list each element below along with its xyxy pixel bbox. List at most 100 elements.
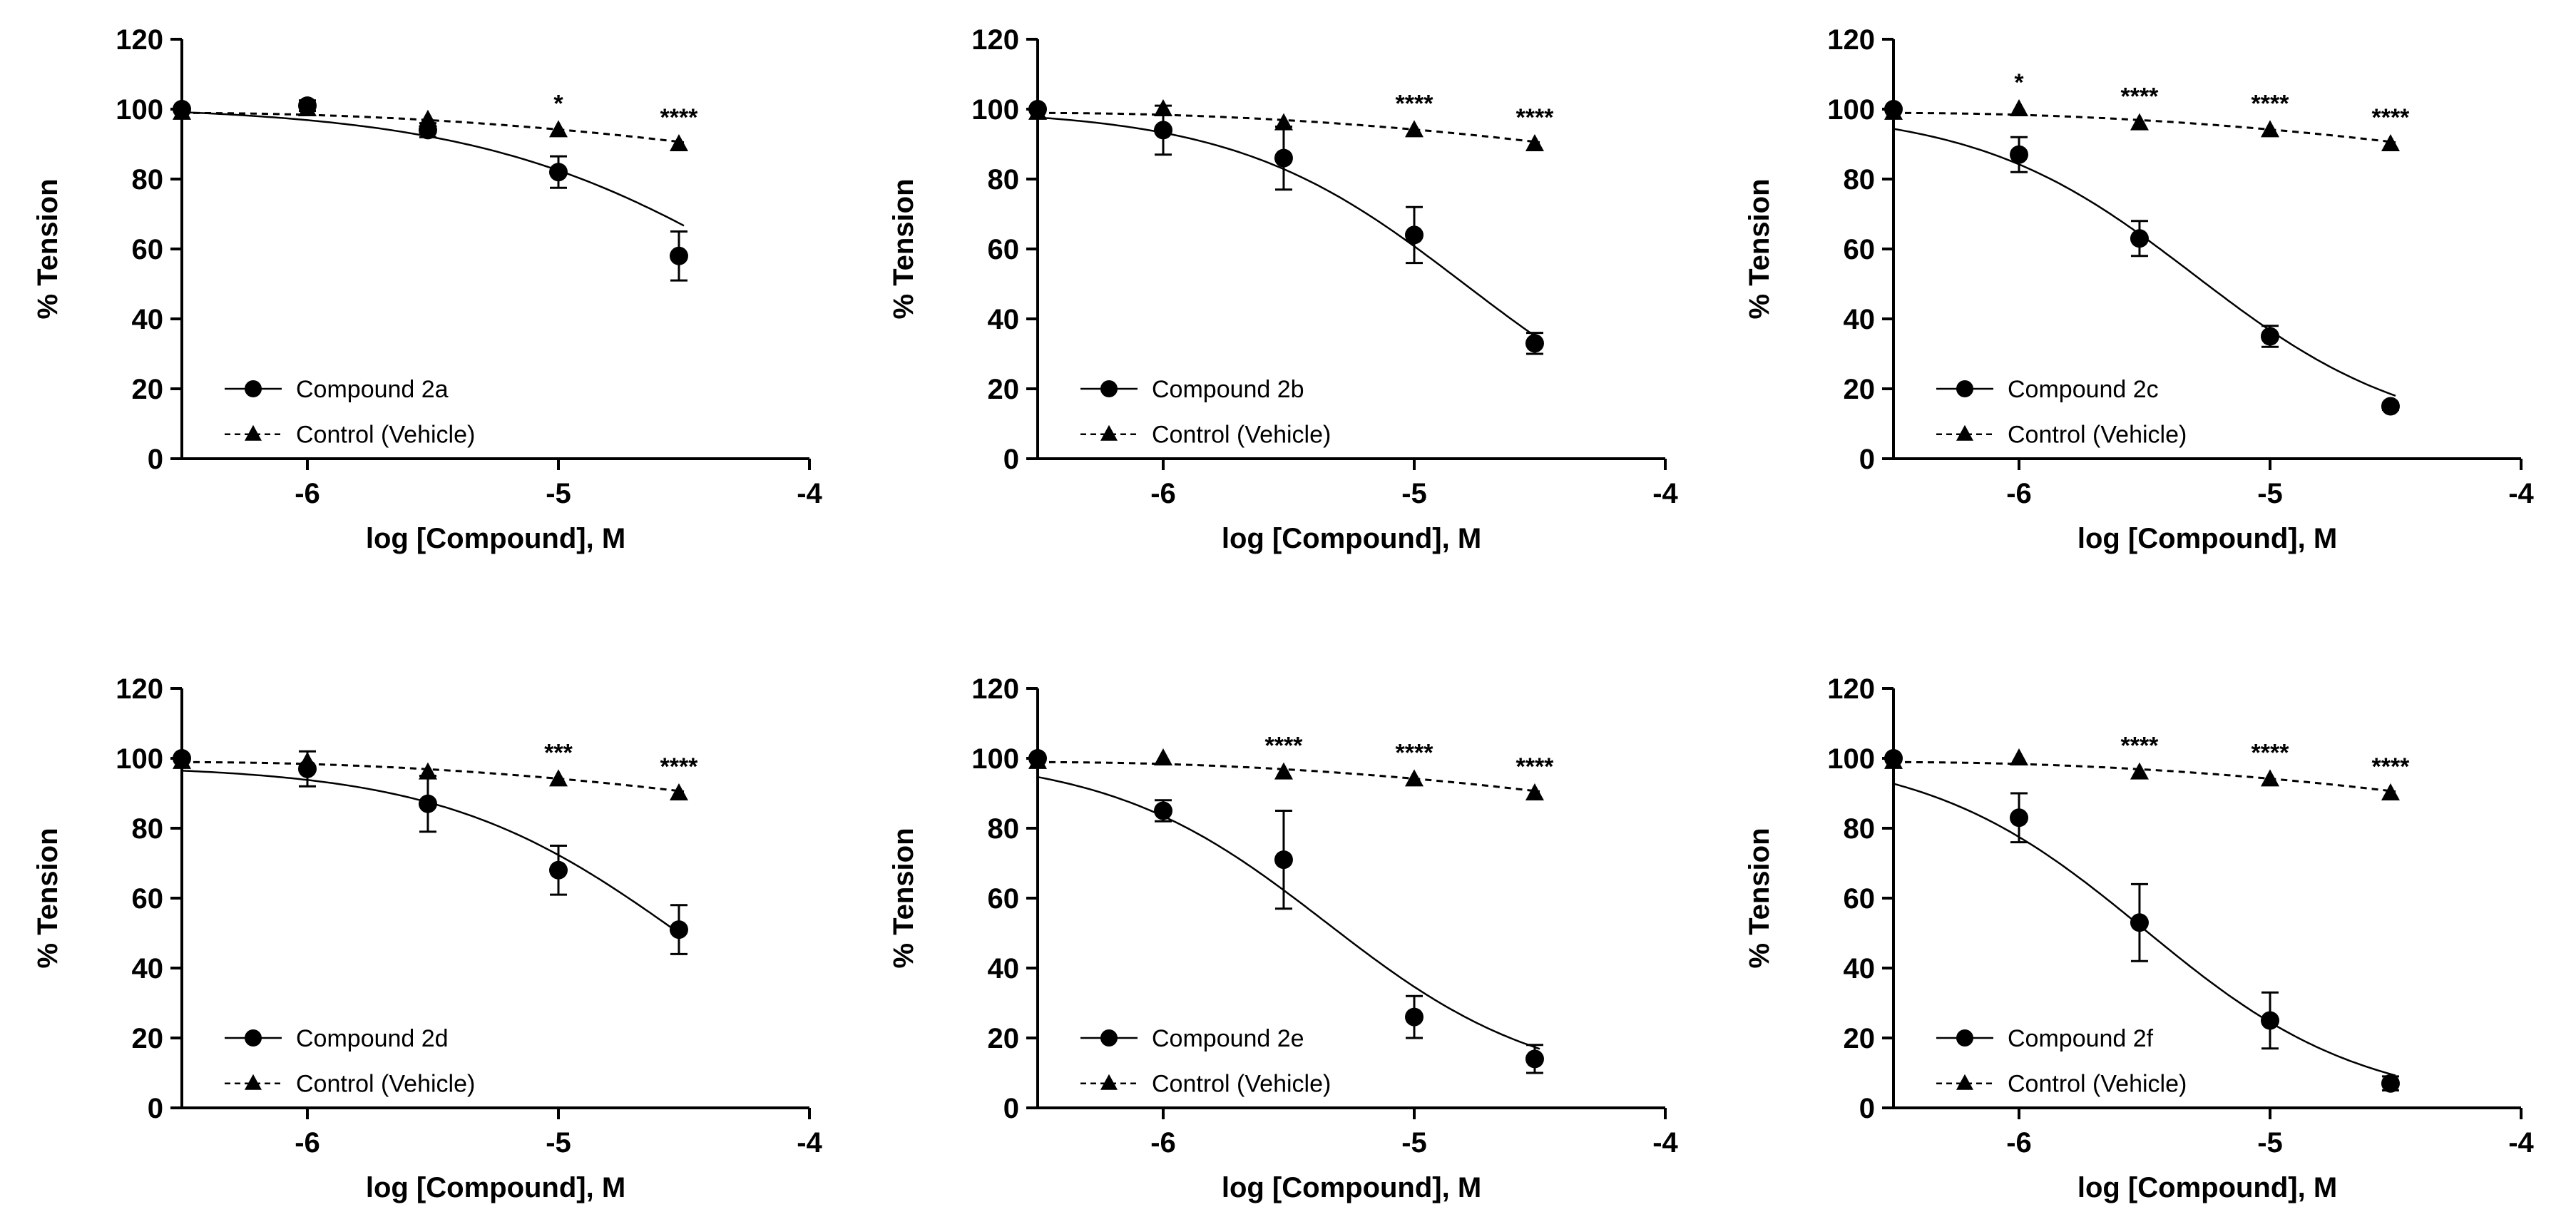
- control-data-point: [669, 783, 688, 800]
- y-axis-title: % Tension: [32, 828, 63, 968]
- compound-data-point: [2130, 913, 2149, 932]
- legend-marker-compound: [1100, 380, 1118, 397]
- x-axis-title: log [Compound], M: [1222, 1172, 1481, 1203]
- control-data-point: [1525, 134, 1544, 151]
- legend-marker-control: [245, 424, 262, 441]
- control-fit-curve: [1893, 111, 2396, 144]
- y-tick-label: 80: [1844, 813, 1876, 845]
- compound-data-point: [2010, 145, 2028, 164]
- compound-fit-curve: [181, 770, 685, 937]
- y-tick-label: 100: [116, 743, 163, 775]
- x-tick-label: -6: [1150, 478, 1176, 509]
- compound-data-point: [2130, 229, 2149, 248]
- y-tick-label: 0: [1859, 444, 1875, 475]
- compound-data-point: [669, 920, 688, 940]
- control-fit-curve: [1038, 760, 1540, 793]
- significance-label: ***: [544, 739, 573, 766]
- control-fit-curve: [1893, 760, 2396, 793]
- control-data-point: [1884, 751, 1903, 769]
- y-tick-label: 120: [1827, 24, 1875, 56]
- control-data-point: [1274, 762, 1293, 780]
- compound-data-point: [2381, 397, 2400, 416]
- significance-label: ****: [1516, 104, 1554, 131]
- y-tick-label: 80: [132, 164, 164, 195]
- chart-panel-4: 0 20 40 60 80 100 120 -6 -5 -4 log [Compound], M % …: [32, 673, 823, 1203]
- compound-data-point: [549, 163, 568, 182]
- y-tick-label: 100: [971, 94, 1019, 126]
- legend-marker-compound: [245, 380, 262, 397]
- control-data-point: [2010, 748, 2028, 765]
- y-tick-label: 80: [988, 813, 1020, 845]
- compound-data-point: [2261, 327, 2279, 346]
- compound-fit-curve: [1037, 775, 1540, 1050]
- x-tick-label: -6: [295, 478, 320, 509]
- legend-marker-control: [1956, 1074, 1973, 1090]
- legend-marker-compound: [245, 1029, 262, 1047]
- y-tick-label: 60: [132, 883, 164, 915]
- control-fit-curve: [1038, 111, 1540, 144]
- y-tick-label: 20: [132, 374, 164, 405]
- y-axis-title: % Tension: [888, 828, 919, 968]
- legend-label-control: Control (Vehicle): [296, 422, 475, 449]
- control-data-point: [2261, 769, 2279, 787]
- compound-data-point: [1274, 148, 1293, 168]
- control-data-point: [1405, 120, 1424, 138]
- x-tick-label: -4: [1652, 1127, 1678, 1159]
- control-data-point: [298, 751, 317, 769]
- significance-label: ****: [660, 104, 698, 131]
- significance-label: ****: [660, 753, 698, 780]
- y-tick-label: 40: [132, 304, 164, 335]
- y-tick-label: 20: [132, 1023, 164, 1054]
- compound-data-point: [1154, 801, 1172, 820]
- compound-data-point: [2261, 1011, 2279, 1030]
- y-tick-label: 120: [116, 24, 163, 56]
- control-data-point: [2130, 762, 2149, 780]
- legend-label-control: Control (Vehicle): [1152, 1071, 1331, 1098]
- x-tick-label: -5: [1401, 478, 1427, 509]
- x-tick-label: -4: [797, 478, 822, 509]
- y-tick-label: 40: [132, 953, 164, 984]
- legend-label-compound: Compound 2f: [2008, 1025, 2154, 1052]
- y-tick-label: 20: [988, 1023, 1020, 1054]
- y-tick-label: 120: [971, 673, 1019, 705]
- chart-panel-3: 0 20 40 60 80 100 120 -6 -5 -4 log [Compound], M % …: [1744, 24, 2535, 554]
- y-tick-label: 60: [1844, 883, 1876, 915]
- legend-label-control: Control (Vehicle): [1152, 422, 1331, 449]
- y-tick-label: 100: [116, 94, 163, 126]
- x-axis-title: log [Compound], M: [366, 523, 625, 554]
- y-tick-label: 20: [1844, 374, 1876, 405]
- compound-data-point: [1274, 850, 1293, 870]
- y-axis-title: % Tension: [888, 178, 919, 319]
- x-tick-label: -5: [2257, 478, 2283, 509]
- legend-label-control: Control (Vehicle): [2008, 422, 2187, 449]
- control-data-point: [1274, 113, 1293, 131]
- y-tick-label: 40: [988, 953, 1020, 984]
- significance-label: ****: [2120, 83, 2159, 111]
- control-data-point: [173, 751, 191, 769]
- y-tick-label: 40: [988, 304, 1020, 335]
- y-tick-label: 0: [1003, 444, 1019, 475]
- compound-fit-curve: [1037, 116, 1540, 340]
- control-data-point: [1154, 748, 1172, 765]
- legend-marker-control: [1956, 424, 1973, 441]
- x-tick-label: -6: [2006, 478, 2032, 509]
- y-tick-label: 40: [1844, 304, 1876, 335]
- x-tick-label: -6: [295, 1127, 320, 1159]
- compound-data-point: [1525, 1049, 1544, 1069]
- legend-marker-control: [1100, 1074, 1118, 1090]
- x-tick-label: -4: [1652, 478, 1678, 509]
- control-data-point: [418, 109, 437, 127]
- legend-label-control: Control (Vehicle): [296, 1071, 475, 1098]
- control-data-point: [1405, 769, 1424, 787]
- compound-data-point: [1525, 334, 1544, 353]
- compound-fit-curve: [1893, 128, 2396, 397]
- y-tick-label: 60: [988, 234, 1020, 265]
- significance-label: ****: [1264, 733, 1303, 760]
- y-tick-label: 0: [1003, 1093, 1019, 1124]
- x-tick-label: -5: [546, 1127, 571, 1159]
- y-axis-title: % Tension: [32, 178, 63, 319]
- x-axis-title: log [Compound], M: [2077, 523, 2337, 554]
- control-data-point: [418, 762, 437, 780]
- legend-label-compound: Compound 2c: [2008, 376, 2159, 403]
- legend-label-compound: Compound 2d: [296, 1025, 449, 1052]
